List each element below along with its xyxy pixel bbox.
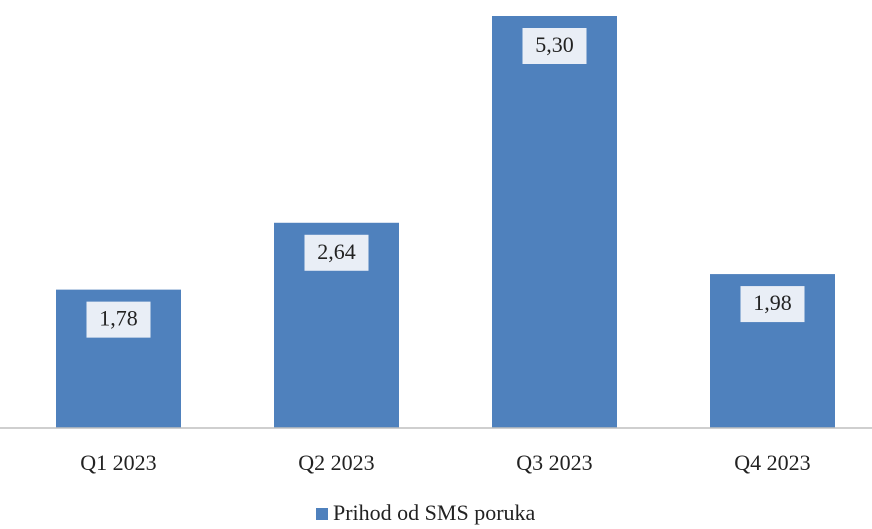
data-label-box bbox=[304, 234, 369, 271]
data-label-box bbox=[86, 301, 151, 338]
legend-label: Prihod od SMS poruka bbox=[333, 500, 536, 525]
data-label: 1,78 bbox=[99, 306, 138, 331]
data-label: 1,98 bbox=[753, 290, 792, 315]
x-tick-label: Q2 2023 bbox=[298, 450, 374, 475]
x-tick-label: Q3 2023 bbox=[516, 450, 592, 475]
bar bbox=[492, 16, 617, 428]
x-tick-label: Q4 2023 bbox=[734, 450, 810, 475]
x-tick-label: Q1 2023 bbox=[80, 450, 156, 475]
data-label: 5,30 bbox=[535, 32, 574, 57]
data-label-box bbox=[740, 286, 805, 323]
data-label: 2,64 bbox=[317, 239, 356, 264]
data-label-box bbox=[522, 28, 587, 64]
legend-swatch bbox=[316, 508, 328, 520]
